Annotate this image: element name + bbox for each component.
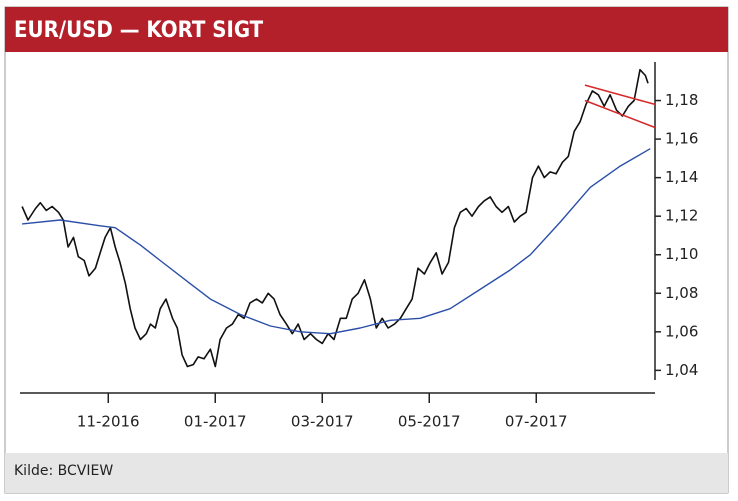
chart-title: EUR/USD — KORT SIGT xyxy=(14,18,264,43)
trend-line xyxy=(584,99,656,129)
y-tick-label: 1,08 xyxy=(665,284,698,302)
y-tick-label: 1,12 xyxy=(665,207,698,225)
x-tick-label: 01-2017 xyxy=(184,413,247,431)
x-tick-label: 03-2017 xyxy=(291,413,354,431)
y-tick-label: 1,14 xyxy=(665,168,698,186)
x-tick-label: 05-2017 xyxy=(398,413,461,431)
header xyxy=(5,7,728,52)
x-tick-label: 11-2016 xyxy=(77,413,140,431)
source: Kilde: BCVIEW xyxy=(14,463,113,479)
x-tick-label: 07-2017 xyxy=(505,413,568,431)
y-tick-label: 1,04 xyxy=(665,361,698,379)
footer xyxy=(5,453,728,493)
y-tick-label: 1,10 xyxy=(665,245,698,263)
frame xyxy=(4,6,729,494)
trend-line xyxy=(584,84,656,106)
series-line xyxy=(22,148,651,335)
y-tick-label: 1,06 xyxy=(665,322,698,340)
y-tick-label: 1,18 xyxy=(665,91,698,109)
series-line xyxy=(21,68,649,368)
y-tick-label: 1,16 xyxy=(665,130,698,148)
